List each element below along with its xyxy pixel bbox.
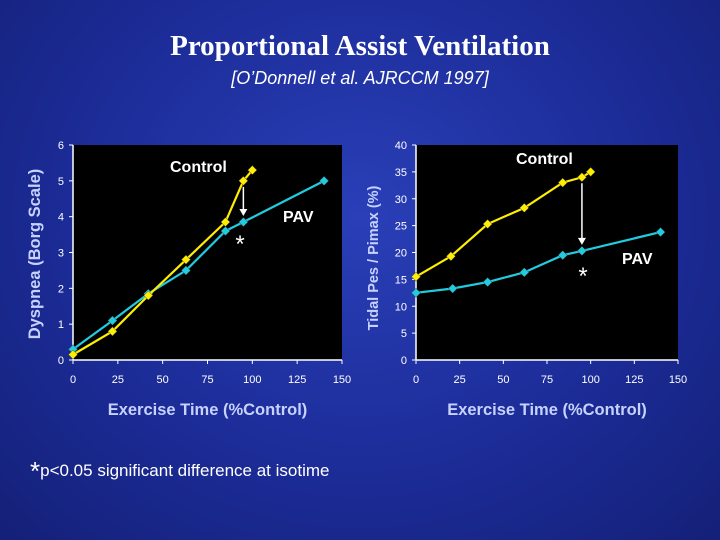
chart2-x-tick-label: 100 [581,374,599,386]
footnote: *p<0.05 significant difference at isotim… [30,456,329,487]
chart1-control-point [247,165,258,175]
chart1-y-tick-label: 1 [58,319,64,331]
chart2-pav-point [482,277,493,287]
chart1-control-point [220,217,231,227]
chart2-y-tick-label: 20 [395,248,407,260]
chart2-y-tick-label: 15 [395,274,407,286]
chart1-x-tick-label: 125 [288,374,306,386]
chart2-y-tick-label: 0 [401,355,407,367]
chart1-x-tick-label: 75 [201,374,213,386]
chart2-plot-area [416,145,678,360]
chart2-x-tick-label: 0 [413,374,419,386]
chart2-y-tick-label: 25 [395,221,407,233]
chart1-y-tick-label: 6 [58,140,64,152]
chart2-pav-point [655,227,666,237]
chart1-pav-point [107,315,118,326]
chart1-y-axis-label: Dyspnea (Borg Scale) [26,169,44,340]
chart1-x-tick-label: 0 [70,374,76,386]
footnote-text: p<0.05 significant difference at isotime [40,461,330,480]
chart2-pav-point [557,250,568,261]
chart1-x-tick-label: 50 [157,374,169,386]
chart2-x-axis-label: Exercise Time (%Control) [447,401,647,419]
chart2-pav-point [411,287,421,298]
chart2-control-point [482,219,493,229]
chart1-control-point [143,290,154,301]
chart2-y-tick-label: 5 [401,328,407,340]
slide-subtitle: [O’Donnell et al. AJRCCM 1997] [231,68,489,88]
chart2-significance-marker: * [578,263,587,290]
chart2-control-point [411,271,421,282]
chart2-pav-label: PAV [622,251,653,268]
chart1-y-tick-label: 2 [58,283,64,295]
chart2-x-tick-label: 150 [669,374,687,386]
chart1-pav-point [238,217,249,227]
chart2-control-point [446,251,456,262]
footnote-symbol: * [30,456,41,486]
chart1-control-point [68,349,78,360]
chart2-y-tick-label: 10 [395,301,407,313]
chart2-y-axis-label: Tidal Pes / Pimax (%) [366,185,382,330]
chart1-arrow-head [239,209,248,217]
chart1-x-tick-label: 150 [333,374,351,386]
chart1-pav-point [181,265,191,276]
chart1-control-point [238,175,249,186]
chart2-control-point [585,167,596,177]
chart1-plot-area [73,145,342,360]
chart2-x-tick-label: 25 [454,374,466,386]
chart1-y-tick-label: 4 [58,212,64,224]
chart2-pav-point [519,267,530,278]
chart1-x-axis-label: Exercise Time (%Control) [108,401,308,419]
chart2-control-label: Control [516,151,573,168]
chart2-control-point [577,172,587,183]
chart2-y-tick-label: 40 [395,140,407,152]
chart1-y-tick-label: 3 [58,248,64,260]
chart1-pav-label: PAV [283,209,314,226]
chart1-pav-point [220,226,231,236]
slide-title: Proportional Assist Ventilation [170,30,550,62]
chart2-y-tick-label: 30 [395,194,407,206]
chart1-significance-marker: * [235,231,244,258]
chart2-y-tick-label: 35 [395,167,407,179]
chart2-control-point [519,203,530,213]
chart1-x-tick-label: 100 [243,374,261,386]
chart1-control-point [107,326,118,337]
chart2-pav-point [577,246,587,256]
chart2-x-tick-label: 125 [625,374,643,386]
chart2-control-point [557,177,568,188]
chart2-x-tick-label: 75 [541,374,553,386]
chart1-y-tick-label: 5 [58,176,64,188]
chart1-control-point [181,254,191,265]
chart1-pav-point [319,175,329,186]
chart2-x-tick-label: 50 [497,374,509,386]
chart1-y-tick-label: 0 [58,355,64,367]
chart2-pav-point [447,283,458,294]
chart1-control-label: Control [170,159,227,176]
chart2-arrow-head [577,237,586,245]
chart1-x-tick-label: 25 [112,374,124,386]
